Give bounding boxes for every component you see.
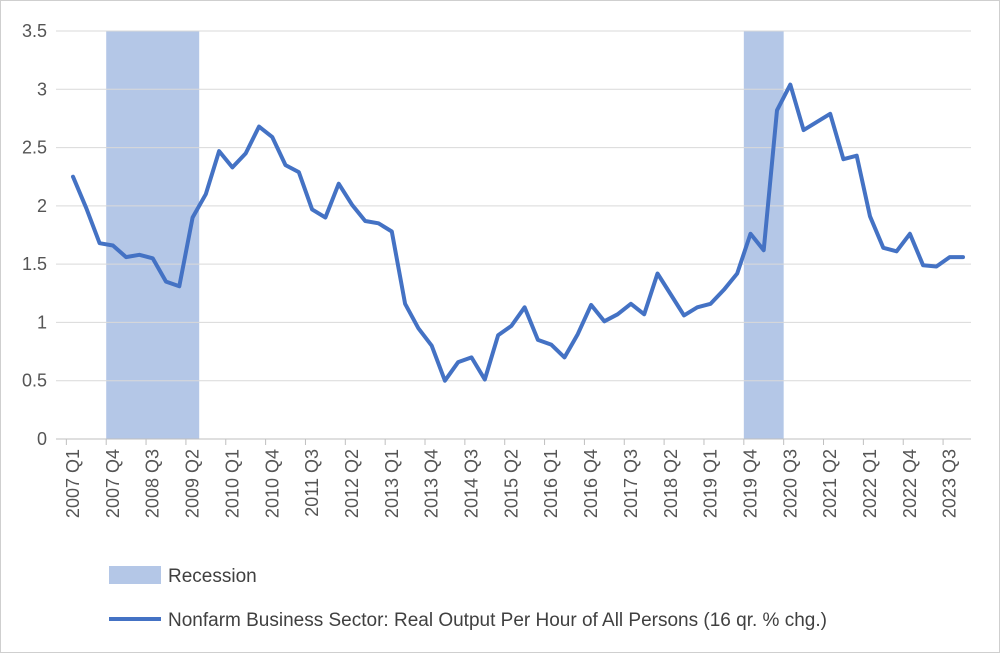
x-tick-label: 2010 Q4 [262,449,282,518]
series-lines [71,82,965,383]
x-tick-label: 2019 Q4 [740,449,760,518]
x-tick-label: 2016 Q1 [541,449,561,518]
x-tick-label: 2015 Q2 [501,449,521,518]
x-tick-label: 2013 Q4 [422,449,442,518]
x-tick-label: 2021 Q2 [820,449,840,518]
x-tick-label: 2023 Q3 [940,449,960,518]
legend-label: Nonfarm Business Sector: Real Output Per… [168,610,827,631]
x-tick-label: 2022 Q1 [860,449,880,518]
y-tick-label: 0 [37,429,47,449]
x-tick-label: 2010 Q1 [222,449,242,518]
recession-band [106,31,200,439]
y-tick-labels: 3.5 3 2.5 2 1.5 1 0.5 0 [22,21,47,449]
x-tick-label: 2014 Q3 [462,449,482,518]
x-tick-label: 2016 Q4 [581,449,601,518]
y-tick-label: 2.5 [22,138,47,158]
x-tick-label: 2009 Q2 [183,449,203,518]
x-tick-label: 2007 Q1 [63,449,83,518]
legend-swatch-recession [109,566,161,584]
x-tick-labels: 2007 Q1 2007 Q4 2008 Q3 2009 Q2 2010 Q1 2010 … [63,449,960,518]
x-tick-label: 2017 Q3 [621,449,641,518]
series-line [71,82,965,383]
y-tick-label: 1 [37,312,47,332]
x-tick-label: 2011 Q3 [302,449,322,517]
x-tick-label: 2018 Q2 [661,449,681,518]
legend-label: Recession [168,566,257,587]
x-tick-label: 2008 Q3 [143,449,163,518]
x-axis [56,438,971,445]
x-tick-label: 2020 Q3 [780,449,800,518]
legend: Recession Nonfarm Business Sector: Real O… [109,566,827,631]
x-tick-label: 2007 Q4 [103,449,123,518]
x-tick-label: 2012 Q2 [342,449,362,518]
y-tick-label: 0.5 [22,371,47,391]
x-tick-label: 2019 Q1 [701,449,721,518]
y-tick-label: 3 [37,79,47,99]
gridlines [56,30,971,382]
x-tick-label: 2013 Q1 [382,449,402,518]
x-tick-label: 2022 Q4 [900,449,920,518]
y-tick-label: 1.5 [22,254,47,274]
y-tick-label: 3.5 [22,21,47,41]
y-tick-label: 2 [37,196,47,216]
